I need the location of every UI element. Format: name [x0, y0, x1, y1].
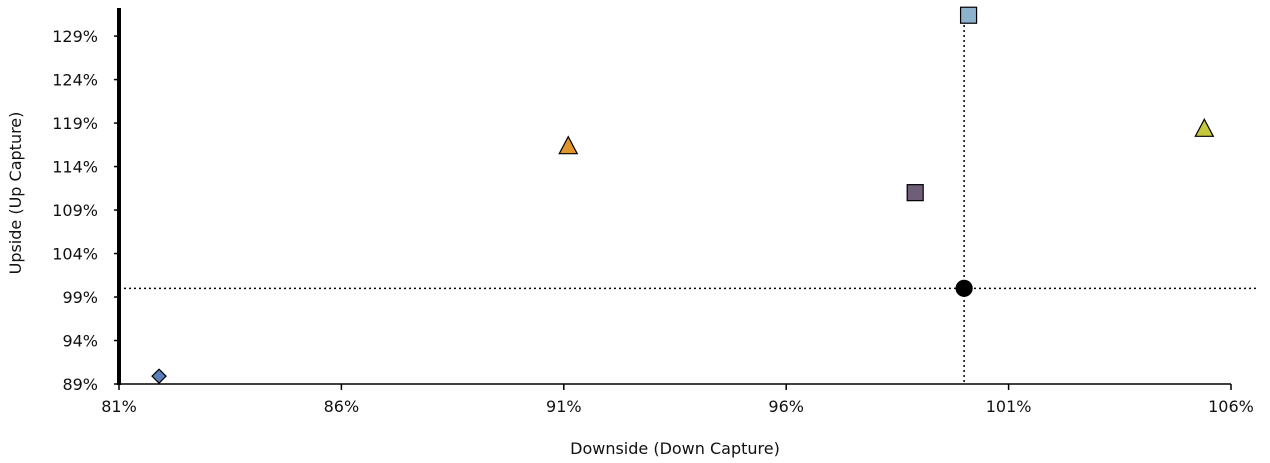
data-point-square	[906, 184, 924, 202]
y-tick-label: 129%	[52, 27, 98, 46]
y-tick-label: 124%	[52, 71, 98, 90]
y-axis-ticks: 89% 94% 99% 104% 109% 114% 119% 124% 129%	[52, 27, 119, 394]
x-tick-label: 101%	[986, 397, 1032, 416]
y-tick-label: 99%	[62, 288, 98, 307]
x-axis-title: Downside (Down Capture)	[570, 439, 780, 458]
x-tick-label: 96%	[768, 397, 804, 416]
y-axis-title: Upside (Up Capture)	[6, 112, 25, 275]
x-axis-ticks: 81% 86% 91% 96% 101% 106%	[101, 384, 1254, 416]
data-point-triangle	[558, 135, 579, 155]
x-tick-label: 81%	[101, 397, 137, 416]
x-tick-label: 91%	[546, 397, 582, 416]
y-tick-label: 89%	[62, 375, 98, 394]
y-tick-label: 109%	[52, 201, 98, 220]
data-point-triangle	[1194, 118, 1215, 137]
data-point-diamond	[151, 368, 167, 385]
reference-lines	[119, 10, 1259, 384]
y-tick-label: 94%	[62, 332, 98, 351]
y-tick-label: 104%	[52, 245, 98, 264]
y-tick-label: 114%	[52, 158, 98, 177]
data-point-square	[959, 6, 978, 24]
y-tick-label: 119%	[52, 114, 98, 133]
data-points	[151, 6, 1215, 385]
x-tick-label: 106%	[1208, 397, 1254, 416]
axes	[117, 8, 1231, 385]
data-point-circle	[955, 279, 973, 297]
x-tick-label: 86%	[324, 397, 360, 416]
